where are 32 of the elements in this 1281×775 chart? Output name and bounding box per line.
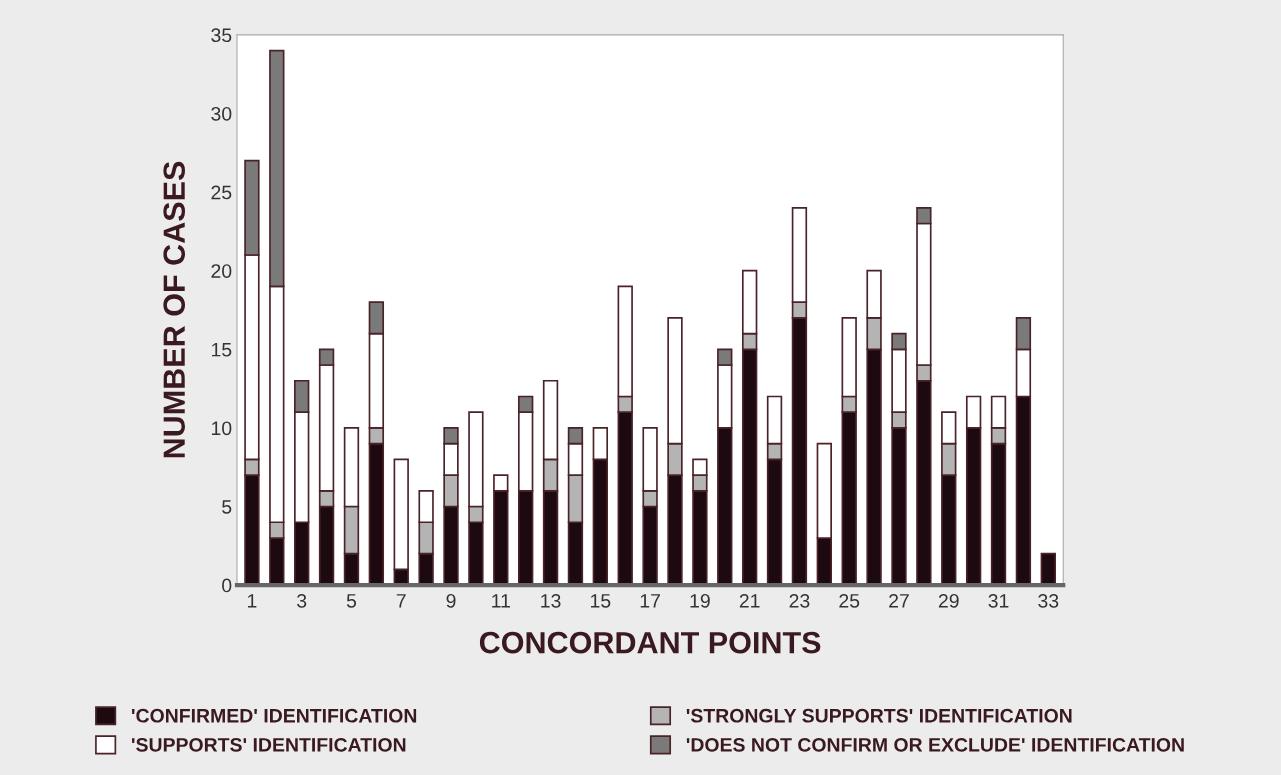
x-tick-label: 3	[297, 593, 307, 608]
x-tick-label: 27	[889, 593, 909, 608]
x-tick-label: 25	[839, 593, 860, 608]
y-tick-label: 15	[211, 342, 232, 357]
x-tick-label: 9	[446, 593, 456, 608]
legend-label: 'DOES NOT CONFIRM OR EXCLUDE' IDENTIFICATION	[686, 737, 1184, 752]
x-tick-label: 11	[492, 594, 510, 608]
bar	[1040, 552, 1056, 586]
y-tick-label: 10	[211, 421, 232, 436]
x-tick-label: 23	[789, 593, 810, 608]
legend-label: 'SUPPORTS' IDENTIFICATION	[131, 737, 406, 752]
x-tick-label: 19	[690, 593, 710, 608]
x-tick-label: 13	[541, 593, 561, 608]
x-tick-label: 17	[640, 594, 660, 608]
x-tick-label: 7	[396, 594, 406, 608]
x-tick-label: 29	[938, 593, 959, 608]
x-tick-label: 31	[988, 593, 1009, 608]
x-tick-label: 5	[346, 594, 357, 608]
y-tick-label: 0	[222, 578, 232, 593]
y-tick-label: 20	[211, 264, 232, 278]
y-tick-label: 30	[211, 106, 232, 121]
x-tick-label: 15	[591, 594, 611, 608]
legend-label: 'CONFIRMED' IDENTIFICATION	[131, 708, 417, 723]
x-tick-label: 1	[247, 594, 257, 608]
y-axis-title: NUMBER OF CASES	[163, 161, 186, 458]
y-tick-label: 25	[211, 185, 232, 200]
x-tick-label: 33	[1038, 593, 1059, 608]
x-tick-label: 21	[739, 593, 760, 608]
y-tick-label: 5	[222, 500, 232, 514]
y-tick-label: 35	[211, 28, 232, 43]
x-axis-title: CONCORDANT POINTS	[479, 631, 821, 654]
legend-label: 'STRONGLY SUPPORTS' IDENTIFICATION	[686, 708, 1072, 723]
